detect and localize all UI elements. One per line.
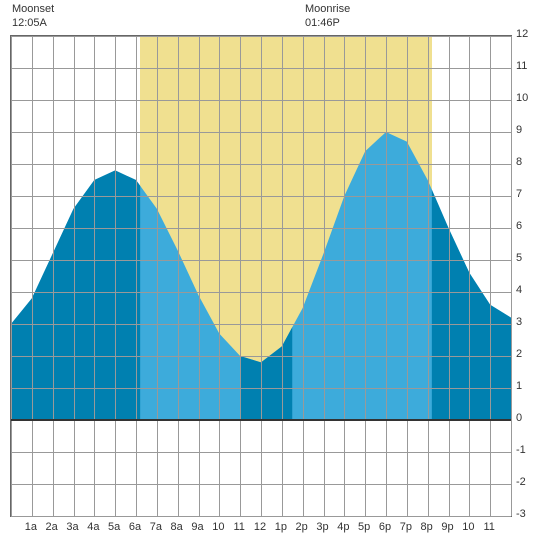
- x-tick-label: 4p: [337, 521, 349, 533]
- moonrise-label: Moonrise: [305, 2, 350, 16]
- y-tick-label: 2: [516, 348, 541, 360]
- x-tick-label: 10: [462, 521, 474, 533]
- y-tick-label: 3: [516, 316, 541, 328]
- y-tick-label: 5: [516, 252, 541, 264]
- x-tick-label: 11: [233, 521, 244, 533]
- moonrise-time: 01:46P: [305, 16, 350, 30]
- x-tick-label: 5a: [108, 521, 120, 533]
- plot-area: [10, 35, 512, 517]
- y-tick-label: 12: [516, 28, 541, 40]
- x-tick-label: 6p: [379, 521, 391, 533]
- x-tick-label: 3a: [66, 521, 78, 533]
- y-tick-label: 8: [516, 156, 541, 168]
- moonset-time: 12:05A: [12, 16, 54, 30]
- y-tick-label: -2: [516, 476, 541, 488]
- y-tick-label: 7: [516, 188, 541, 200]
- x-tick-label: 7a: [150, 521, 162, 533]
- y-tick-label: 0: [516, 412, 541, 424]
- x-tick-label: 11: [483, 521, 494, 533]
- x-tick-label: 5p: [358, 521, 370, 533]
- x-tick-label: 8p: [421, 521, 433, 533]
- x-tick-label: 9p: [441, 521, 453, 533]
- x-tick-label: 7p: [400, 521, 412, 533]
- y-tick-label: -1: [516, 444, 541, 456]
- tide-chart: Moonset 12:05A Moonrise 01:46P -3-2-1012…: [0, 0, 550, 550]
- x-tick-label: 2p: [296, 521, 308, 533]
- x-tick-label: 9a: [191, 521, 203, 533]
- y-tick-label: 11: [516, 60, 541, 72]
- x-tick-label: 3p: [316, 521, 328, 533]
- x-tick-label: 12: [254, 521, 266, 533]
- y-tick-label: 10: [516, 92, 541, 104]
- y-tick-label: 1: [516, 380, 541, 392]
- x-tick-label: 10: [212, 521, 224, 533]
- moonset-block: Moonset 12:05A: [12, 2, 54, 31]
- x-tick-label: 2a: [46, 521, 58, 533]
- x-tick-label: 8a: [171, 521, 183, 533]
- x-tick-label: 6a: [129, 521, 141, 533]
- y-tick-label: 9: [516, 124, 541, 136]
- y-tick-label: 4: [516, 284, 541, 296]
- moonrise-block: Moonrise 01:46P: [305, 2, 350, 31]
- y-tick-label: -3: [516, 508, 541, 520]
- x-tick-label: 1p: [275, 521, 287, 533]
- x-tick-label: 1a: [25, 521, 37, 533]
- y-tick-label: 6: [516, 220, 541, 232]
- x-tick-label: 4a: [87, 521, 99, 533]
- moonset-label: Moonset: [12, 2, 54, 16]
